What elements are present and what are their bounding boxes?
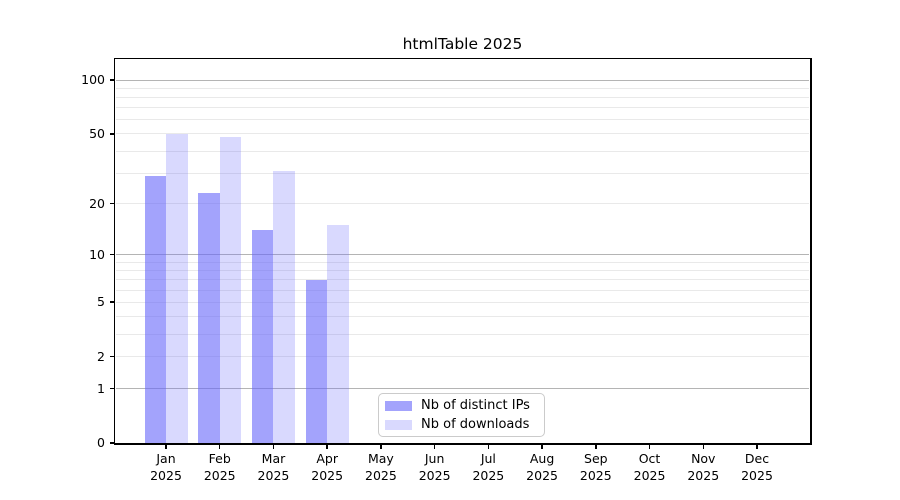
gridline-minor [116,261,809,263]
y-tick-mark [110,355,115,358]
x-tick-label: May 2025 [365,451,397,483]
x-tick-label: Apr 2025 [311,451,344,483]
bar-downloads-mar [273,170,295,443]
x-tick-mark [648,444,651,449]
y-tick-label: 2 [97,348,105,364]
gridline-minor [116,279,809,281]
x-tick-mark [272,444,275,449]
x-tick-label: Jun 2025 [418,451,451,483]
x-tick-mark [165,444,167,449]
gridline-major [116,79,809,81]
bar-downloads-apr [327,225,349,443]
y-tick-mark [110,387,115,390]
x-tick-mark [541,444,543,449]
plot-border-right [810,57,812,445]
x-tick-mark [595,444,597,449]
gridline-minor [116,356,809,358]
gridline-minor [116,315,809,317]
bar-downloads-jan [166,133,188,443]
gridline-minor [116,150,809,152]
legend-label-downloads: Nb of downloads [421,417,530,432]
gridline-minor [116,172,809,174]
x-tick-label: Jan 2025 [150,451,182,483]
bar-downloads-feb [219,137,242,443]
y-tick-label: 20 [89,195,105,211]
y-tick-label: 10 [89,246,105,262]
gridline-minor [116,133,809,135]
x-tick-label: Feb 2025 [203,451,236,483]
plot-border-top [113,57,812,59]
x-tick-label: Mar 2025 [257,451,290,483]
bar-distinct-ips-feb [198,193,220,443]
chart-title: htmlTable 2025 [402,35,523,53]
bar-distinct-ips-mar [251,230,274,443]
gridline-minor [116,87,809,89]
x-tick-mark [380,444,382,449]
gridline-minor [116,333,809,335]
y-tick-mark [110,253,115,256]
gridline-major [116,254,809,255]
legend: Nb of distinct IPs Nb of downloads [378,393,545,437]
gridline-major [116,388,809,389]
legend-swatch-downloads [385,419,412,430]
gridline-minor [116,119,809,121]
x-tick-label: Dec 2025 [741,451,773,483]
gridline-minor [116,97,809,99]
gridline-minor [116,269,809,271]
y-tick-label: 100 [81,72,105,88]
legend-swatch-distinct-ips [385,400,412,411]
y-tick-mark [110,133,115,135]
x-tick-label: Jul 2025 [472,451,505,483]
bar-distinct-ips-apr [305,279,328,443]
plot-border-bottom [113,443,812,445]
y-tick-label: 5 [97,294,105,310]
x-tick-label: Oct 2025 [633,451,666,483]
y-tick-label: 1 [97,380,105,396]
x-tick-mark [433,444,436,449]
y-tick-mark [110,442,115,444]
gridline-minor [116,301,809,303]
x-tick-label: Aug 2025 [526,451,558,483]
x-tick-mark [702,444,705,449]
gridline-minor [116,289,809,291]
x-tick-label: Nov 2025 [687,451,720,483]
x-tick-label: Sep 2025 [579,451,612,483]
y-tick-mark [110,202,115,205]
legend-item-distinct-ips: Nb of distinct IPs [385,396,544,415]
plot-border-left [113,57,115,445]
gridline-minor [116,203,809,205]
y-tick-label: 0 [97,435,105,450]
x-tick-mark [326,444,328,449]
x-tick-mark [218,444,221,449]
x-tick-mark [756,444,758,449]
legend-label-distinct-ips: Nb of distinct IPs [421,398,530,413]
x-tick-mark [487,444,490,449]
bar-distinct-ips-jan [144,175,166,443]
y-tick-label: 50 [89,125,105,141]
gridline-minor [116,107,809,109]
y-tick-mark [110,79,115,81]
y-tick-mark [110,301,115,303]
legend-item-downloads: Nb of downloads [385,415,544,434]
